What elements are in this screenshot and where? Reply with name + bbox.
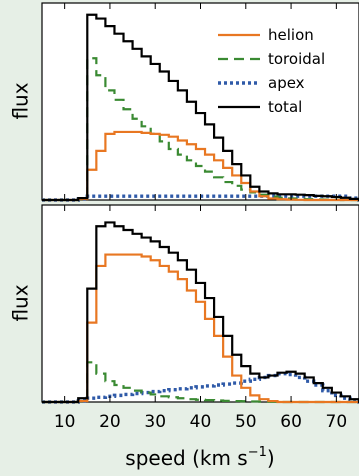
legend-label-helion: helion [268,26,314,44]
x-tick-label-10: 10 [54,412,76,432]
legend-label-total: total [268,98,302,116]
x-tick-labels: 10 20 30 40 50 60 70 [54,412,347,432]
bottom-panel-frame [41,204,359,403]
x-tick-label-40: 40 [190,412,212,432]
x-tick-label-50: 50 [235,412,257,432]
bottom-series-total [42,221,359,404]
x-axis-label-exponent: −1 [248,445,267,460]
legend-label-apex: apex [268,74,305,92]
top-panel-frame [41,2,359,201]
top-series-helion [42,130,359,202]
bottom-panel: flux [9,204,359,404]
top-series-total [42,13,359,202]
bottom-series-toroidal [42,361,359,404]
bottom-series-apex [42,371,359,404]
top-plot-area [42,13,359,202]
x-axis-label: speed (km s−1) [125,445,274,470]
x-tick-label-30: 30 [144,412,166,432]
bottom-ylabel: flux [9,284,33,321]
x-tick-label-20: 20 [99,412,121,432]
legend: helion toroidal apex total [218,26,325,116]
bottom-plot-area [42,221,359,404]
top-panel: flux helion toroidal apex total [9,2,359,202]
x-axis-label-close: ) [267,446,275,470]
bottom-ticks [64,205,337,402]
top-ticks [64,3,337,200]
legend-label-toroidal: toroidal [268,50,325,68]
x-tick-label-60: 60 [280,412,302,432]
x-tick-label-70: 70 [326,412,348,432]
x-axis-label-main: speed (km s [125,446,247,470]
top-ylabel: flux [9,82,33,119]
bottom-series-helion [42,253,359,404]
